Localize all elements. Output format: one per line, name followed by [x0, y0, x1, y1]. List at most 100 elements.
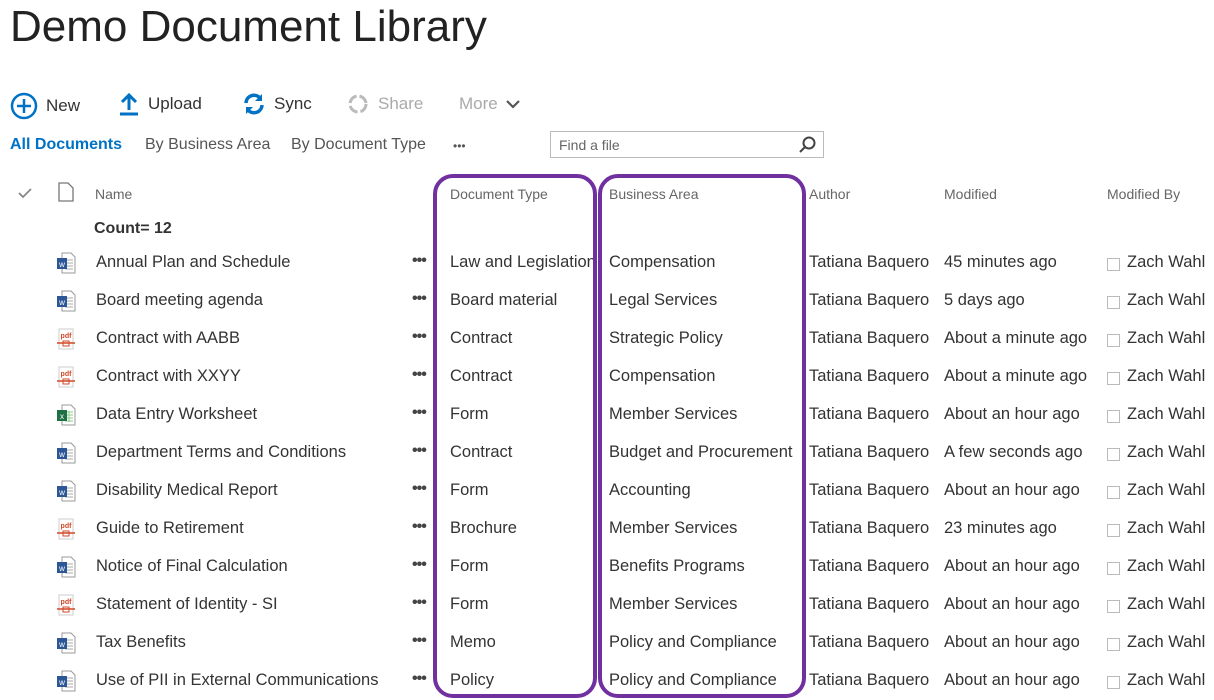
item-menu-button[interactable]: ••• — [412, 632, 427, 649]
more-button[interactable]: More — [459, 94, 520, 114]
author-link[interactable]: Tatiana Baquero — [809, 519, 930, 537]
column-header-name[interactable]: Name — [95, 186, 133, 202]
item-menu-button[interactable]: ••• — [412, 252, 427, 269]
presence-indicator-icon — [1107, 448, 1120, 461]
view-all-documents[interactable]: All Documents — [10, 136, 123, 153]
author-link[interactable]: Tatiana Baquero — [809, 595, 930, 613]
modified-by-link[interactable]: Zach Wahl — [1127, 329, 1206, 347]
upload-label: Upload — [148, 94, 202, 113]
item-menu-button[interactable]: ••• — [412, 594, 427, 611]
presence-indicator-icon — [1107, 524, 1120, 537]
document-name-link[interactable]: Guide to Retirement — [96, 519, 244, 537]
author-link[interactable]: Tatiana Baquero — [809, 367, 930, 385]
svg-text:w: w — [58, 298, 65, 307]
modified-by-link[interactable]: Zach Wahl — [1127, 443, 1206, 461]
item-menu-button[interactable]: ••• — [412, 290, 427, 307]
modified-cell: About an hour ago — [944, 633, 1080, 651]
more-views-button[interactable]: ••• — [453, 139, 466, 153]
sync-button[interactable]: Sync — [242, 92, 312, 116]
search-icon[interactable] — [799, 136, 817, 154]
svg-text:w: w — [58, 260, 65, 269]
document-name-link[interactable]: Annual Plan and Schedule — [96, 253, 291, 271]
author-link[interactable]: Tatiana Baquero — [809, 405, 930, 423]
document-name-link[interactable]: Contract with AABB — [96, 329, 240, 347]
document-name-link[interactable]: Use of PII in External Communications — [96, 671, 379, 689]
svg-text:pdf: pdf — [61, 599, 73, 606]
svg-text:pdf: pdf — [61, 333, 73, 340]
presence-indicator-icon — [1107, 638, 1120, 651]
pdf-file-icon: pdf — [56, 328, 76, 355]
modified-by-link[interactable]: Zach Wahl — [1127, 291, 1206, 309]
item-menu-button[interactable]: ••• — [412, 366, 427, 383]
author-link[interactable]: Tatiana Baquero — [809, 329, 930, 347]
document-name-link[interactable]: Statement of Identity - SI — [96, 595, 278, 613]
search-input[interactable]: Find a file — [550, 131, 824, 158]
item-menu-button[interactable]: ••• — [412, 404, 427, 421]
document-type-cell: Form — [450, 481, 489, 499]
share-button[interactable]: Share — [346, 92, 423, 116]
business-area-cell: Legal Services — [609, 291, 718, 309]
document-name-link[interactable]: Tax Benefits — [96, 633, 186, 651]
document-type-cell: Form — [450, 405, 489, 423]
modified-by-link[interactable]: Zach Wahl — [1127, 481, 1206, 499]
modified-by-link[interactable]: Zach Wahl — [1127, 367, 1206, 385]
business-area-cell: Member Services — [609, 519, 738, 537]
svg-text:pdf: pdf — [61, 371, 73, 378]
item-menu-button[interactable]: ••• — [412, 670, 427, 687]
document-type-cell: Policy — [450, 671, 495, 689]
modified-by-link[interactable]: Zach Wahl — [1127, 557, 1206, 575]
business-area-cell: Member Services — [609, 595, 738, 613]
item-menu-button[interactable]: ••• — [412, 442, 427, 459]
item-menu-button[interactable]: ••• — [412, 518, 427, 535]
column-header-modified-by[interactable]: Modified By — [1107, 186, 1181, 202]
item-menu-button[interactable]: ••• — [412, 556, 427, 573]
document-name-link[interactable]: Disability Medical Report — [96, 481, 278, 499]
document-type-cell: Form — [450, 595, 489, 613]
select-all-checkmark-icon[interactable] — [18, 187, 32, 199]
author-link[interactable]: Tatiana Baquero — [809, 557, 930, 575]
presence-indicator-icon — [1107, 410, 1120, 423]
modified-by-link[interactable]: Zach Wahl — [1127, 519, 1206, 537]
column-header-business-area[interactable]: Business Area — [609, 186, 699, 202]
business-area-cell: Budget and Procurement — [609, 443, 793, 461]
item-menu-button[interactable]: ••• — [412, 480, 427, 497]
author-link[interactable]: Tatiana Baquero — [809, 671, 930, 689]
author-link[interactable]: Tatiana Baquero — [809, 291, 930, 309]
svg-text:x: x — [60, 412, 64, 421]
word-file-icon: w — [56, 556, 76, 583]
column-header-modified[interactable]: Modified — [944, 186, 997, 202]
presence-indicator-icon — [1107, 296, 1120, 309]
modified-by-link[interactable]: Zach Wahl — [1127, 671, 1206, 689]
modified-by-link[interactable]: Zach Wahl — [1127, 595, 1206, 613]
modified-by-link[interactable]: Zach Wahl — [1127, 405, 1206, 423]
document-type-cell: Contract — [450, 367, 513, 385]
item-menu-button[interactable]: ••• — [412, 328, 427, 345]
modified-cell: About an hour ago — [944, 671, 1080, 689]
modified-by-link[interactable]: Zach Wahl — [1127, 633, 1206, 651]
new-button[interactable]: New — [10, 92, 80, 120]
document-type-highlight — [433, 174, 597, 698]
author-link[interactable]: Tatiana Baquero — [809, 481, 930, 499]
author-link[interactable]: Tatiana Baquero — [809, 443, 930, 461]
view-by-business-area[interactable]: By Business Area — [145, 136, 271, 153]
document-name-link[interactable]: Department Terms and Conditions — [96, 443, 347, 461]
svg-text:w: w — [58, 564, 65, 573]
author-link[interactable]: Tatiana Baquero — [809, 253, 930, 271]
column-header-document-type[interactable]: Document Type — [450, 186, 548, 202]
column-header-author[interactable]: Author — [809, 186, 851, 202]
modified-by-link[interactable]: Zach Wahl — [1127, 253, 1206, 271]
document-name-link[interactable]: Notice of Final Calculation — [96, 557, 288, 575]
modified-cell: 5 days ago — [944, 291, 1025, 309]
business-area-highlight — [598, 174, 806, 698]
author-link[interactable]: Tatiana Baquero — [809, 633, 930, 651]
upload-button[interactable]: Upload — [118, 92, 202, 116]
document-name-link[interactable]: Contract with XXYY — [96, 367, 241, 385]
modified-cell: 45 minutes ago — [944, 253, 1057, 271]
svg-text:w: w — [58, 488, 65, 497]
view-by-document-type[interactable]: By Document Type — [291, 136, 426, 153]
presence-indicator-icon — [1107, 258, 1120, 271]
document-name-link[interactable]: Data Entry Worksheet — [96, 405, 258, 423]
page-title: Demo Document Library — [10, 2, 487, 51]
business-area-cell: Compensation — [609, 253, 716, 271]
document-name-link[interactable]: Board meeting agenda — [96, 291, 263, 309]
